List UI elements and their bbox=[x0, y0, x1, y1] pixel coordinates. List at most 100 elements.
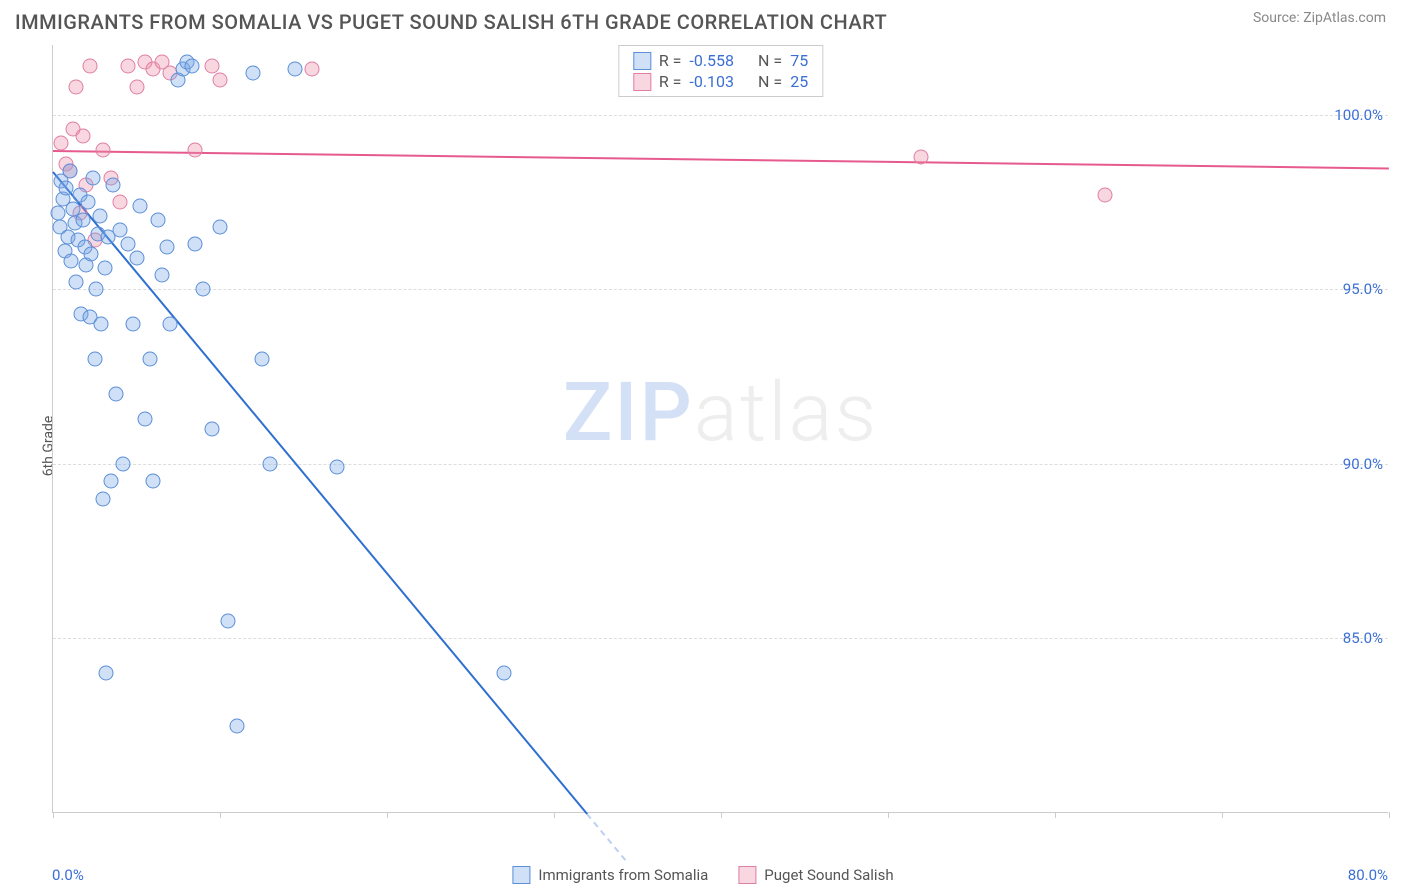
data-point bbox=[112, 195, 127, 210]
data-point bbox=[116, 456, 131, 471]
data-point bbox=[76, 212, 91, 227]
source-name: ZipAtlas.com bbox=[1303, 10, 1386, 26]
swatch-salish bbox=[633, 73, 651, 91]
series-legend: Immigrants from Somalia Puget Sound Sali… bbox=[512, 866, 893, 884]
data-point bbox=[84, 247, 99, 262]
watermark-zip: ZIP bbox=[563, 365, 694, 461]
data-point bbox=[112, 223, 127, 238]
legend-row-somalia: R = -0.558 N = 75 bbox=[633, 50, 808, 71]
gridline bbox=[53, 289, 1388, 290]
data-point bbox=[96, 142, 111, 157]
data-point bbox=[914, 149, 929, 164]
data-point bbox=[187, 142, 202, 157]
x-axis-min-label: 0.0% bbox=[52, 866, 84, 884]
trend-line-extension bbox=[587, 813, 627, 860]
data-point bbox=[204, 58, 219, 73]
trend-line bbox=[52, 171, 588, 815]
y-tick-label: 90.0% bbox=[1343, 455, 1398, 473]
legend-row-salish: R = -0.103 N = 25 bbox=[633, 71, 808, 92]
data-point bbox=[96, 491, 111, 506]
data-point bbox=[109, 387, 124, 402]
data-point bbox=[154, 268, 169, 283]
x-tick bbox=[888, 812, 889, 818]
data-point bbox=[221, 614, 236, 629]
x-tick bbox=[721, 812, 722, 818]
y-tick-label: 100.0% bbox=[1334, 106, 1398, 124]
watermark: ZIPatlas bbox=[563, 365, 878, 461]
r-value-salish: -0.103 bbox=[689, 72, 734, 91]
y-tick-label: 95.0% bbox=[1343, 280, 1398, 298]
data-point bbox=[99, 666, 114, 681]
data-point bbox=[246, 65, 261, 80]
x-tick bbox=[1389, 812, 1390, 818]
n-value-somalia: 75 bbox=[790, 51, 808, 70]
data-point bbox=[151, 212, 166, 227]
data-point bbox=[87, 352, 102, 367]
data-point bbox=[69, 79, 84, 94]
swatch-somalia bbox=[633, 52, 651, 70]
x-axis-max-label: 80.0% bbox=[1348, 866, 1388, 884]
series-label-salish: Puget Sound Salish bbox=[764, 866, 893, 884]
data-point bbox=[81, 195, 96, 210]
watermark-atlas: atlas bbox=[694, 365, 878, 461]
swatch-salish bbox=[738, 866, 756, 884]
data-point bbox=[496, 666, 511, 681]
data-point bbox=[126, 317, 141, 332]
gridline bbox=[53, 115, 1388, 116]
data-point bbox=[94, 317, 109, 332]
data-point bbox=[62, 163, 77, 178]
n-label: N = bbox=[758, 51, 782, 70]
data-point bbox=[89, 282, 104, 297]
data-point bbox=[69, 275, 84, 290]
data-point bbox=[64, 254, 79, 269]
r-value-somalia: -0.558 bbox=[689, 51, 734, 70]
data-point bbox=[213, 72, 228, 87]
data-point bbox=[121, 58, 136, 73]
chart-plot-area: ZIPatlas R = -0.558 N = 75 R = -0.103 N … bbox=[52, 45, 1388, 813]
data-point bbox=[329, 460, 344, 475]
data-point bbox=[254, 352, 269, 367]
legend-item-somalia: Immigrants from Somalia bbox=[512, 866, 708, 884]
data-point bbox=[76, 128, 91, 143]
series-label-somalia: Immigrants from Somalia bbox=[538, 866, 708, 884]
x-tick bbox=[387, 812, 388, 818]
n-value-salish: 25 bbox=[790, 72, 808, 91]
chart-title: IMMIGRANTS FROM SOMALIA VS PUGET SOUND S… bbox=[15, 10, 887, 34]
data-point bbox=[129, 250, 144, 265]
y-tick-label: 85.0% bbox=[1343, 629, 1398, 647]
data-point bbox=[162, 317, 177, 332]
source-prefix: Source: bbox=[1253, 10, 1303, 26]
n-label: N = bbox=[758, 72, 782, 91]
source-label: Source: ZipAtlas.com bbox=[1253, 10, 1386, 26]
gridline bbox=[53, 464, 1388, 465]
trend-line bbox=[53, 150, 1389, 169]
header: IMMIGRANTS FROM SOMALIA VS PUGET SOUND S… bbox=[0, 0, 1406, 39]
data-point bbox=[184, 58, 199, 73]
data-point bbox=[304, 62, 319, 77]
legend-item-salish: Puget Sound Salish bbox=[738, 866, 893, 884]
data-point bbox=[137, 411, 152, 426]
data-point bbox=[82, 58, 97, 73]
data-point bbox=[204, 422, 219, 437]
x-tick bbox=[1055, 812, 1056, 818]
data-point bbox=[159, 240, 174, 255]
x-tick bbox=[53, 812, 54, 818]
data-point bbox=[104, 474, 119, 489]
data-point bbox=[51, 205, 66, 220]
data-point bbox=[146, 474, 161, 489]
x-tick bbox=[1222, 812, 1223, 818]
data-point bbox=[97, 261, 112, 276]
r-label: R = bbox=[659, 51, 682, 70]
data-point bbox=[86, 170, 101, 185]
data-point bbox=[288, 62, 303, 77]
correlation-legend: R = -0.558 N = 75 R = -0.103 N = 25 bbox=[618, 45, 823, 97]
data-point bbox=[229, 718, 244, 733]
data-point bbox=[196, 282, 211, 297]
data-point bbox=[121, 236, 136, 251]
x-tick bbox=[220, 812, 221, 818]
data-point bbox=[1098, 188, 1113, 203]
data-point bbox=[54, 135, 69, 150]
data-point bbox=[263, 456, 278, 471]
data-point bbox=[106, 177, 121, 192]
data-point bbox=[142, 352, 157, 367]
